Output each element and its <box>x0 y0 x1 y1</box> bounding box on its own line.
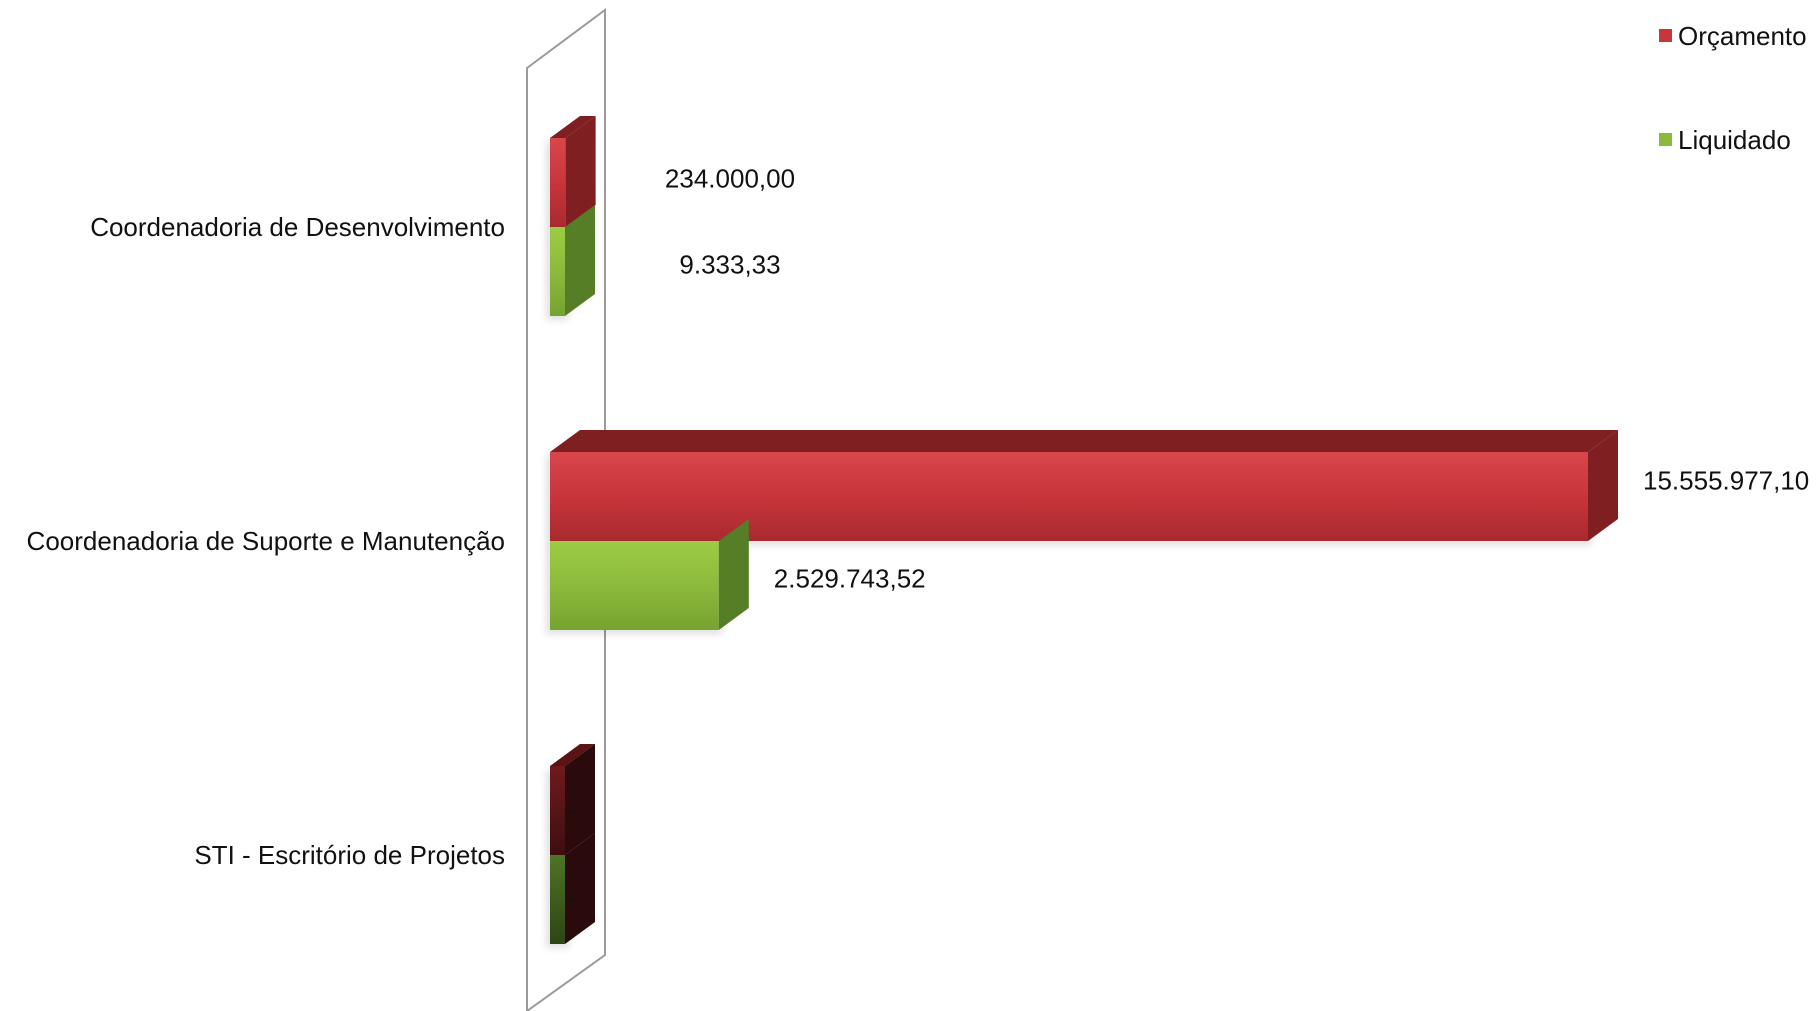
bar-front <box>550 855 565 944</box>
bar-side <box>565 116 596 227</box>
value-label: - <box>569 884 578 914</box>
bar-side <box>718 519 749 630</box>
bar-orcamento <box>546 116 596 231</box>
legend-swatch-liquidado <box>1659 133 1672 146</box>
legend-label-orcamento: Orçamento <box>1678 21 1807 51</box>
bar-front <box>550 766 565 855</box>
bar-front <box>550 227 565 316</box>
legend: Orçamento Liquidado <box>1659 21 1807 155</box>
bar-front <box>550 541 719 630</box>
value-label: 9.333,33 <box>679 250 780 280</box>
legend-swatch-orcamento <box>1659 29 1672 42</box>
bar-top <box>550 744 595 766</box>
bar-liquidado <box>546 833 595 948</box>
bar-side <box>565 205 595 316</box>
bar-front <box>550 452 1588 541</box>
category-label: STI - Escritório de Projetos <box>194 840 505 870</box>
bar-top <box>550 430 1618 452</box>
bar-top <box>550 116 596 138</box>
bar-liquidado <box>546 205 595 320</box>
bar-orcamento <box>546 430 1618 545</box>
bar-side <box>565 744 595 855</box>
bar-front <box>550 138 566 227</box>
category-label: Coordenadoria de Desenvolvimento <box>90 212 505 242</box>
bar-orcamento <box>546 744 595 859</box>
bar-liquidado <box>546 519 749 634</box>
value-label: 234.000,00 <box>665 164 795 194</box>
value-label: - <box>569 795 578 825</box>
bar-side <box>1588 430 1618 541</box>
legend-label-liquidado: Liquidado <box>1678 125 1791 155</box>
category-label: Coordenadoria de Suporte e Manutenção <box>27 526 505 556</box>
value-label: 15.555.977,10 <box>1643 466 1809 496</box>
value-label: 2.529.743,52 <box>774 564 926 594</box>
bar-side <box>565 833 595 944</box>
